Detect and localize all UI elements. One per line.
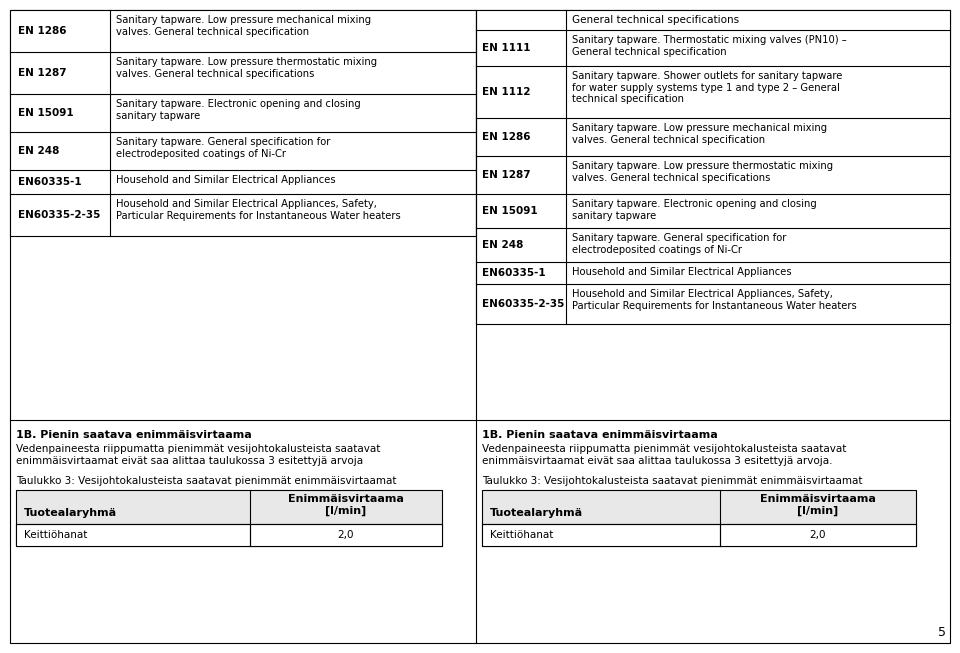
Text: Sanitary tapware. Low pressure thermostatic mixing
valves. General technical spe: Sanitary tapware. Low pressure thermosta… (572, 161, 833, 183)
Text: Enimmäisvirtaama
[l/min]: Enimmäisvirtaama [l/min] (760, 494, 876, 516)
Text: Taulukko 3: Vesijohtokalusteista saatavat pienimmät enimmäisvirtaamat: Taulukko 3: Vesijohtokalusteista saatava… (16, 476, 396, 486)
Text: Vedenpaineesta riippumatta pienimmät vesijohtokalusteista saatavat
enimmäisvirta: Vedenpaineesta riippumatta pienimmät ves… (482, 444, 847, 466)
Text: Enimmäisvirtaama
[l/min]: Enimmäisvirtaama [l/min] (288, 494, 404, 516)
Text: Keittiöhanat: Keittiöhanat (24, 530, 87, 540)
Text: EN 15091: EN 15091 (18, 108, 74, 118)
Text: Sanitary tapware. Thermostatic mixing valves (PN10) –
General technical specific: Sanitary tapware. Thermostatic mixing va… (572, 35, 847, 57)
Text: EN 1286: EN 1286 (482, 132, 531, 142)
Text: EN60335-2-35: EN60335-2-35 (18, 210, 101, 220)
Text: 1B. Pienin saatava enimmäisvirtaama: 1B. Pienin saatava enimmäisvirtaama (16, 430, 252, 440)
Text: EN 1287: EN 1287 (18, 68, 66, 78)
Bar (482, 524, 916, 546)
Text: Tuotealaryhmä: Tuotealaryhmä (490, 508, 583, 518)
Text: Sanitary tapware. Low pressure mechanical mixing
valves. General technical speci: Sanitary tapware. Low pressure mechanica… (572, 123, 828, 144)
Text: Sanitary tapware. General specification for
electrodeposited coatings of Ni-Cr: Sanitary tapware. General specification … (116, 137, 330, 159)
Bar (476, 10, 950, 324)
Text: EN60335-1: EN60335-1 (18, 177, 82, 187)
Bar (16, 490, 442, 546)
Text: Household and Similar Electrical Appliances: Household and Similar Electrical Applian… (572, 267, 792, 277)
Text: Sanitary tapware. Electronic opening and closing
sanitary tapware: Sanitary tapware. Electronic opening and… (572, 199, 817, 221)
Text: Vedenpaineesta riippumatta pienimmät vesijohtokalusteista saatavat
enimmäisvirta: Vedenpaineesta riippumatta pienimmät ves… (16, 444, 380, 466)
Text: 2,0: 2,0 (338, 530, 354, 540)
Text: Taulukko 3: Vesijohtokalusteista saatavat pienimmät enimmäisvirtaamat: Taulukko 3: Vesijohtokalusteista saatava… (482, 476, 862, 486)
Text: EN 1286: EN 1286 (18, 26, 66, 36)
Text: 1B. Pienin saatava enimmäisvirtaama: 1B. Pienin saatava enimmäisvirtaama (482, 430, 718, 440)
Text: Sanitary tapware. Shower outlets for sanitary tapware
for water supply systems t: Sanitary tapware. Shower outlets for san… (572, 71, 842, 104)
Bar (16, 524, 442, 546)
Text: EN 248: EN 248 (482, 240, 523, 250)
Text: 2,0: 2,0 (809, 530, 827, 540)
Text: 5: 5 (938, 626, 946, 639)
Text: Sanitary tapware. Electronic opening and closing
sanitary tapware: Sanitary tapware. Electronic opening and… (116, 99, 361, 121)
Bar (10, 10, 476, 236)
Text: EN 1112: EN 1112 (482, 87, 531, 97)
Text: General technical specifications: General technical specifications (572, 15, 739, 25)
Text: Sanitary tapware. Low pressure thermostatic mixing
valves. General technical spe: Sanitary tapware. Low pressure thermosta… (116, 57, 377, 78)
Text: EN 1111: EN 1111 (482, 43, 531, 53)
Text: EN 248: EN 248 (18, 146, 60, 156)
Text: Sanitary tapware. Low pressure mechanical mixing
valves. General technical speci: Sanitary tapware. Low pressure mechanica… (116, 15, 372, 37)
Bar (482, 490, 916, 546)
Text: Tuotealaryhmä: Tuotealaryhmä (24, 508, 117, 518)
Text: EN60335-1: EN60335-1 (482, 268, 545, 278)
Text: Household and Similar Electrical Appliances, Safety,
Particular Requirements for: Household and Similar Electrical Applian… (116, 199, 400, 221)
Text: Household and Similar Electrical Appliances, Safety,
Particular Requirements for: Household and Similar Electrical Applian… (572, 289, 856, 311)
Text: EN60335-2-35: EN60335-2-35 (482, 299, 564, 309)
Text: Household and Similar Electrical Appliances: Household and Similar Electrical Applian… (116, 175, 336, 185)
Text: Keittiöhanat: Keittiöhanat (490, 530, 553, 540)
Text: EN 1287: EN 1287 (482, 170, 531, 180)
Text: Sanitary tapware. General specification for
electrodeposited coatings of Ni-Cr: Sanitary tapware. General specification … (572, 233, 786, 255)
Text: EN 15091: EN 15091 (482, 206, 538, 216)
